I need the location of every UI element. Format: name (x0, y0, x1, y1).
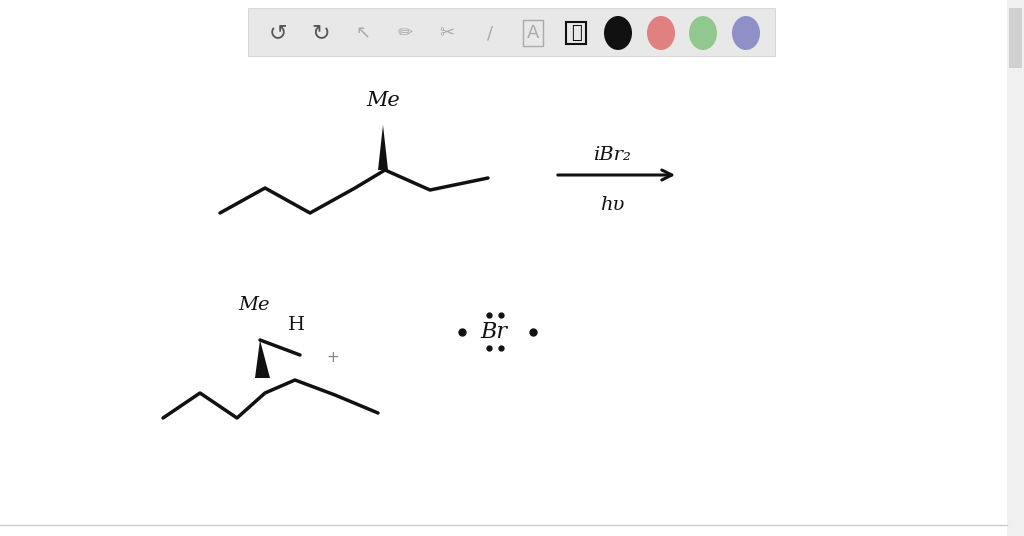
Bar (1009, 8, 1022, 68)
Text: /: / (487, 24, 494, 42)
Text: A: A (526, 24, 540, 42)
Text: ↻: ↻ (311, 23, 331, 43)
Text: Br: Br (480, 321, 508, 343)
Polygon shape (255, 340, 270, 378)
Text: ↖: ↖ (355, 24, 371, 42)
Text: ✂: ✂ (439, 24, 455, 42)
Text: H: H (288, 316, 304, 334)
Text: 🖼: 🖼 (570, 24, 582, 42)
Text: +: + (327, 351, 339, 366)
Ellipse shape (732, 16, 760, 50)
Text: ✏: ✏ (397, 24, 413, 42)
Ellipse shape (689, 16, 717, 50)
Text: ↺: ↺ (268, 23, 288, 43)
Bar (248, 8, 775, 56)
Ellipse shape (604, 16, 632, 50)
Text: Me: Me (367, 91, 400, 109)
Polygon shape (378, 125, 388, 170)
Ellipse shape (647, 16, 675, 50)
Text: hυ: hυ (600, 196, 625, 214)
Text: iBr₂: iBr₂ (593, 146, 631, 164)
Bar (1007, 0, 1024, 536)
Text: Me: Me (239, 296, 269, 314)
